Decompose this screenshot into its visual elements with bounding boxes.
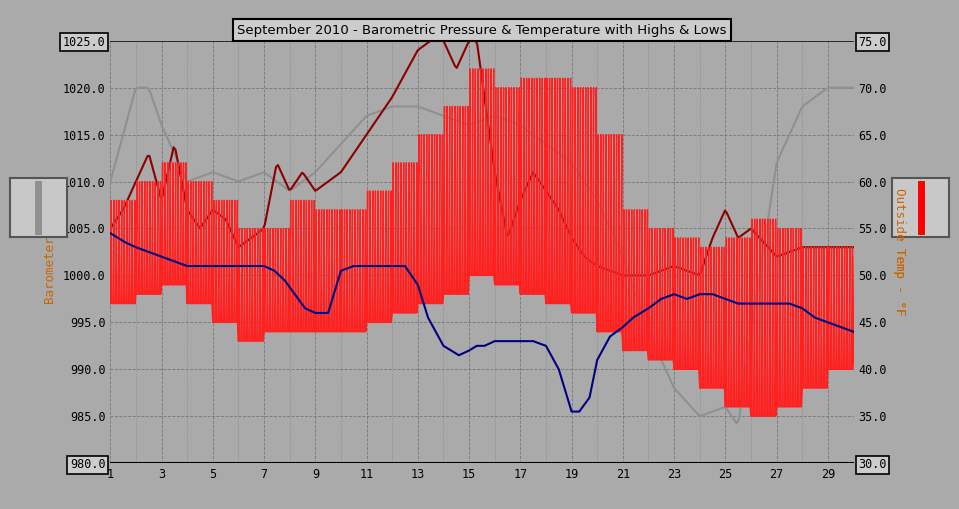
Y-axis label: Outside Temp - °F: Outside Temp - °F <box>894 188 906 316</box>
Text: Outside Temp - °F: Outside Temp - °F <box>893 188 906 316</box>
Y-axis label: Barometer - mb: Barometer - mb <box>44 200 58 304</box>
Title: September 2010 - Barometric Pressure & Temperature with Highs & Lows: September 2010 - Barometric Pressure & T… <box>237 24 727 37</box>
